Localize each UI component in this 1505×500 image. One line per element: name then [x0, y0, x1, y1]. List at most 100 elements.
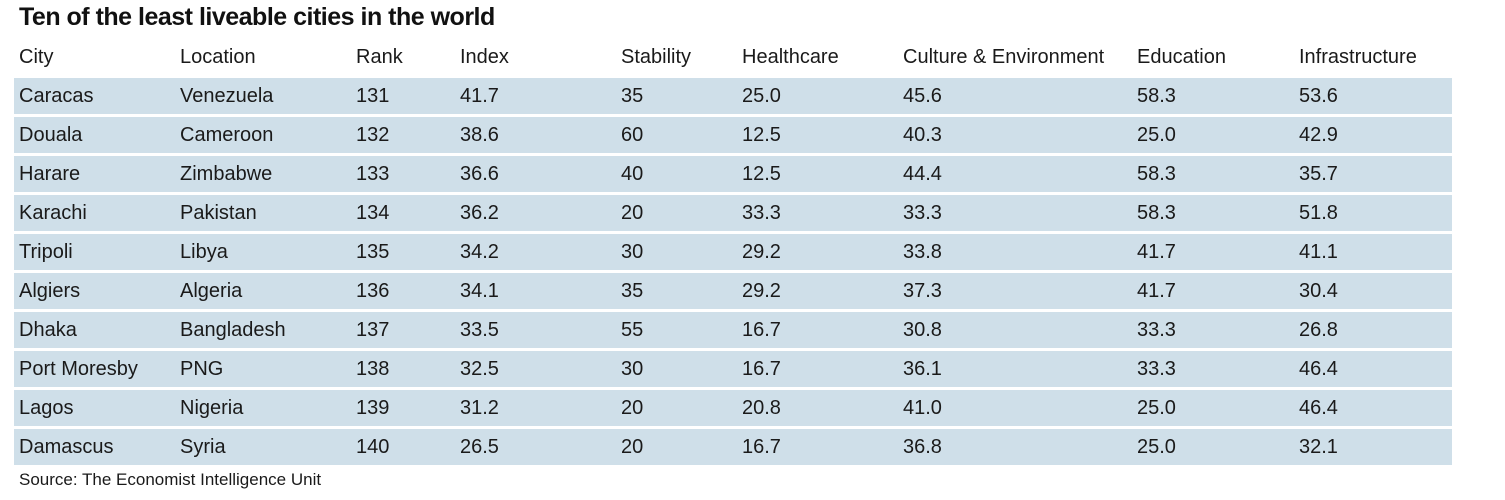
table-row: Damascus Syria 140 26.5 20 16.7 36.8 25.0 32.1 [14, 426, 1452, 465]
table-header-row: City Location Rank Index Stability Healthcare… [14, 38, 1452, 76]
table-cell: 33.3 [1132, 309, 1294, 348]
table-cell: 137 [351, 309, 455, 348]
table-cell: Lagos [14, 387, 175, 426]
table-cell: 53.6 [1294, 76, 1452, 114]
table-row: Port Moresby PNG 138 32.5 30 16.7 36.1 33.3 46.4 [14, 348, 1452, 387]
table-cell: Algiers [14, 270, 175, 309]
table-cell: 35.7 [1294, 153, 1452, 192]
table-cell: 34.2 [455, 231, 616, 270]
table-row: Karachi Pakistan 134 36.2 20 33.3 33.3 58.3 51.8 [14, 192, 1452, 231]
table-cell: 30 [616, 231, 737, 270]
table-cell: 31.2 [455, 387, 616, 426]
table-cell: 133 [351, 153, 455, 192]
table-row: Tripoli Libya 135 34.2 30 29.2 33.8 41.7 41.1 [14, 231, 1452, 270]
column-header: Location [180, 45, 256, 68]
table-row: Douala Cameroon 132 38.6 60 12.5 40.3 25.0 42.9 [14, 114, 1452, 153]
table-cell: Libya [175, 231, 351, 270]
table-cell: Nigeria [175, 387, 351, 426]
table-cell: 131 [351, 76, 455, 114]
table-cell: 33.8 [898, 231, 1132, 270]
table-cell: 40.3 [898, 114, 1132, 153]
table-cell: 36.8 [898, 426, 1132, 465]
table-cell: 44.4 [898, 153, 1132, 192]
table-cell: 40 [616, 153, 737, 192]
table-cell: Dhaka [14, 309, 175, 348]
column-header: City [19, 45, 54, 68]
table-cell: 42.9 [1294, 114, 1452, 153]
table-cell: 20 [616, 387, 737, 426]
table-cell: 33.5 [455, 309, 616, 348]
table-cell: Zimbabwe [175, 153, 351, 192]
column-header: Infrastructure [1299, 45, 1417, 68]
table-cell: Pakistan [175, 192, 351, 231]
table-cell: 12.5 [737, 114, 898, 153]
table-cell: Bangladesh [175, 309, 351, 348]
table-cell: 26.8 [1294, 309, 1452, 348]
table-cell: 134 [351, 192, 455, 231]
liveability-table: City Location Rank Index Stability Healthcare… [14, 38, 1452, 465]
table-cell: PNG [175, 348, 351, 387]
table-cell: Damascus [14, 426, 175, 465]
table-row: Caracas Venezuela 131 41.7 35 25.0 45.6 58.3 53.… [14, 76, 1452, 114]
table-cell: 30 [616, 348, 737, 387]
table-cell: Syria [175, 426, 351, 465]
table-cell: Cameroon [175, 114, 351, 153]
table-cell: 30.4 [1294, 270, 1452, 309]
table-cell: 25.0 [1132, 114, 1294, 153]
table-cell: Harare [14, 153, 175, 192]
table-cell: 132 [351, 114, 455, 153]
table-cell: 41.1 [1294, 231, 1452, 270]
table-cell: 140 [351, 426, 455, 465]
table-row: Lagos Nigeria 139 31.2 20 20.8 41.0 25.0 46.4 [14, 387, 1452, 426]
table-cell: 33.3 [898, 192, 1132, 231]
table-cell: Caracas [14, 76, 175, 114]
column-header: Index [460, 45, 509, 68]
table-cell: Venezuela [175, 76, 351, 114]
table-cell: 139 [351, 387, 455, 426]
table-cell: 46.4 [1294, 348, 1452, 387]
column-header: Culture & Environment [903, 45, 1105, 68]
table-cell: 20.8 [737, 387, 898, 426]
table-cell: 36.6 [455, 153, 616, 192]
table-cell: 33.3 [737, 192, 898, 231]
table-cell: 29.2 [737, 270, 898, 309]
table-row: Algiers Algeria 136 34.1 35 29.2 37.3 41.7 30.4 [14, 270, 1452, 309]
table-cell: 41.7 [1132, 231, 1294, 270]
column-header: Healthcare [742, 45, 839, 68]
table-cell: 58.3 [1132, 153, 1294, 192]
table-cell: 32.1 [1294, 426, 1452, 465]
data-table-container: City Location Rank Index Stability Healthcare… [14, 38, 1452, 465]
table-cell: 20 [616, 426, 737, 465]
chart-title: Ten of the least liveable cities in the … [19, 3, 495, 31]
table-cell: 38.6 [455, 114, 616, 153]
table-cell: 41.7 [1132, 270, 1294, 309]
table-cell: 41.7 [455, 76, 616, 114]
table-body: Caracas Venezuela 131 41.7 35 25.0 45.6 58.3 53.… [14, 76, 1452, 465]
table-cell: Algeria [175, 270, 351, 309]
table-cell: 135 [351, 231, 455, 270]
table-cell: 20 [616, 192, 737, 231]
table-cell: 32.5 [455, 348, 616, 387]
table-cell: 12.5 [737, 153, 898, 192]
source-note: Source: The Economist Intelligence Unit [19, 470, 322, 489]
table-cell: 46.4 [1294, 387, 1452, 426]
table-cell: 58.3 [1132, 76, 1294, 114]
table-cell: 25.0 [737, 76, 898, 114]
table-cell: 16.7 [737, 309, 898, 348]
table-cell: 34.1 [455, 270, 616, 309]
table-cell: 29.2 [737, 231, 898, 270]
column-header: Stability [621, 45, 692, 68]
column-header: Education [1137, 45, 1226, 68]
table-cell: 36.1 [898, 348, 1132, 387]
table-cell: 55 [616, 309, 737, 348]
table-cell: 16.7 [737, 426, 898, 465]
table-cell: 136 [351, 270, 455, 309]
table-cell: 41.0 [898, 387, 1132, 426]
table-cell: 37.3 [898, 270, 1132, 309]
table-cell: 35 [616, 270, 737, 309]
table-cell: Karachi [14, 192, 175, 231]
table-row: Harare Zimbabwe 133 36.6 40 12.5 44.4 58.3 35.7 [14, 153, 1452, 192]
table-cell: 33.3 [1132, 348, 1294, 387]
table-cell: 35 [616, 76, 737, 114]
table-cell: 36.2 [455, 192, 616, 231]
